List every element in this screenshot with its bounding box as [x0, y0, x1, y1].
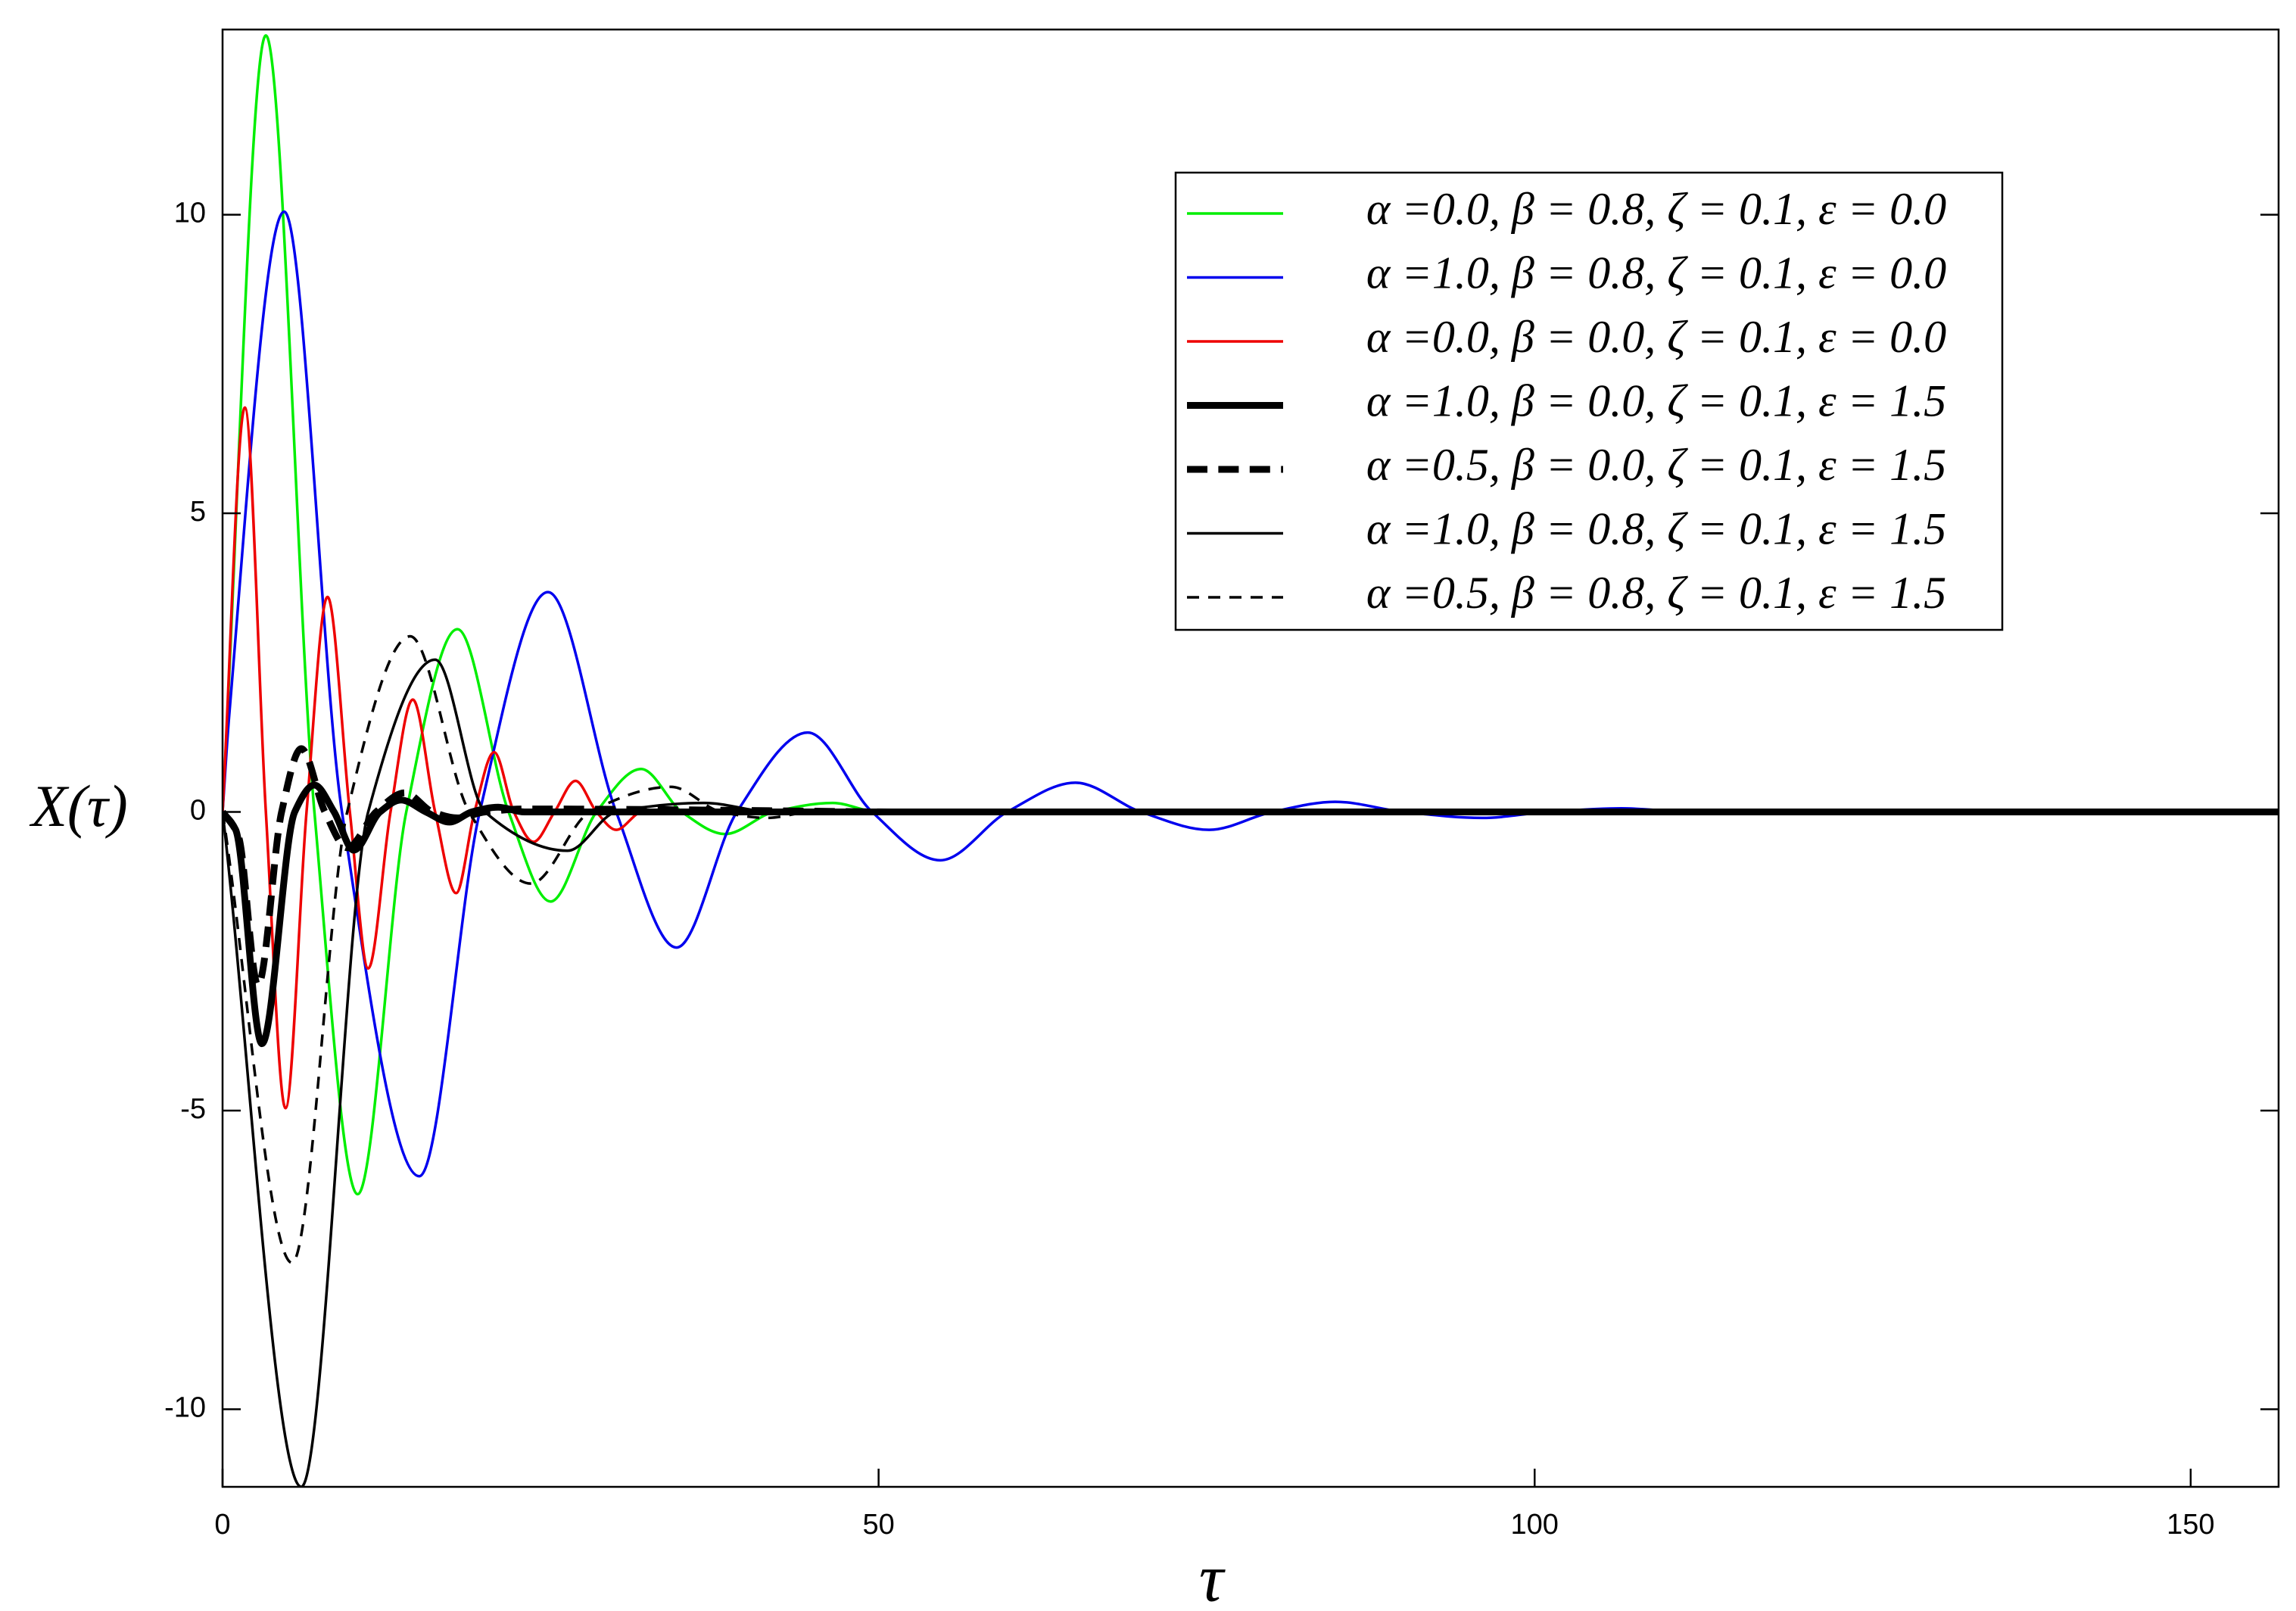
series-line	[223, 745, 892, 989]
legend-label: α =1.0, β = 0.8, ζ = 0.1, ε = 0.0	[1366, 248, 1946, 298]
series-line	[223, 658, 2279, 1487]
series-line	[223, 210, 2279, 1178]
y-axis-label: X(τ)	[29, 773, 128, 839]
legend-label: α =1.0, β = 0.8, ζ = 0.1, ε = 1.5	[1366, 503, 1946, 553]
y-tick-label: -10	[164, 1391, 206, 1423]
series-line	[223, 781, 2279, 1048]
y-tick-label: -5	[180, 1093, 206, 1125]
y-tick-label: 0	[190, 795, 206, 827]
legend-label: α =0.0, β = 0.8, ζ = 0.1, ε = 0.0	[1366, 184, 1946, 234]
y-tick-label: 10	[174, 198, 206, 229]
legend-label: α =0.5, β = 0.0, ζ = 0.1, ε = 1.5	[1366, 440, 1946, 490]
legend-label: α =0.0, β = 0.0, ζ = 0.1, ε = 0.0	[1366, 312, 1946, 362]
x-tick-label: 150	[2167, 1509, 2214, 1541]
legend-label: α =1.0, β = 0.0, ζ = 0.1, ε = 1.5	[1366, 375, 1946, 425]
legend	[1174, 171, 2004, 631]
plot-lines	[223, 34, 2279, 1487]
x-tick-label: 50	[862, 1509, 894, 1541]
x-tick-label: 100	[1511, 1509, 1559, 1541]
x-tick-label: 0	[214, 1509, 230, 1541]
x-axis-label: τ	[1199, 1541, 1226, 1611]
legend-label: α =0.5, β = 0.8, ζ = 0.1, ε = 1.5	[1366, 568, 1946, 618]
series-line	[223, 634, 945, 1264]
y-tick-label: 5	[190, 496, 206, 528]
plot-frame	[221, 28, 2280, 1488]
